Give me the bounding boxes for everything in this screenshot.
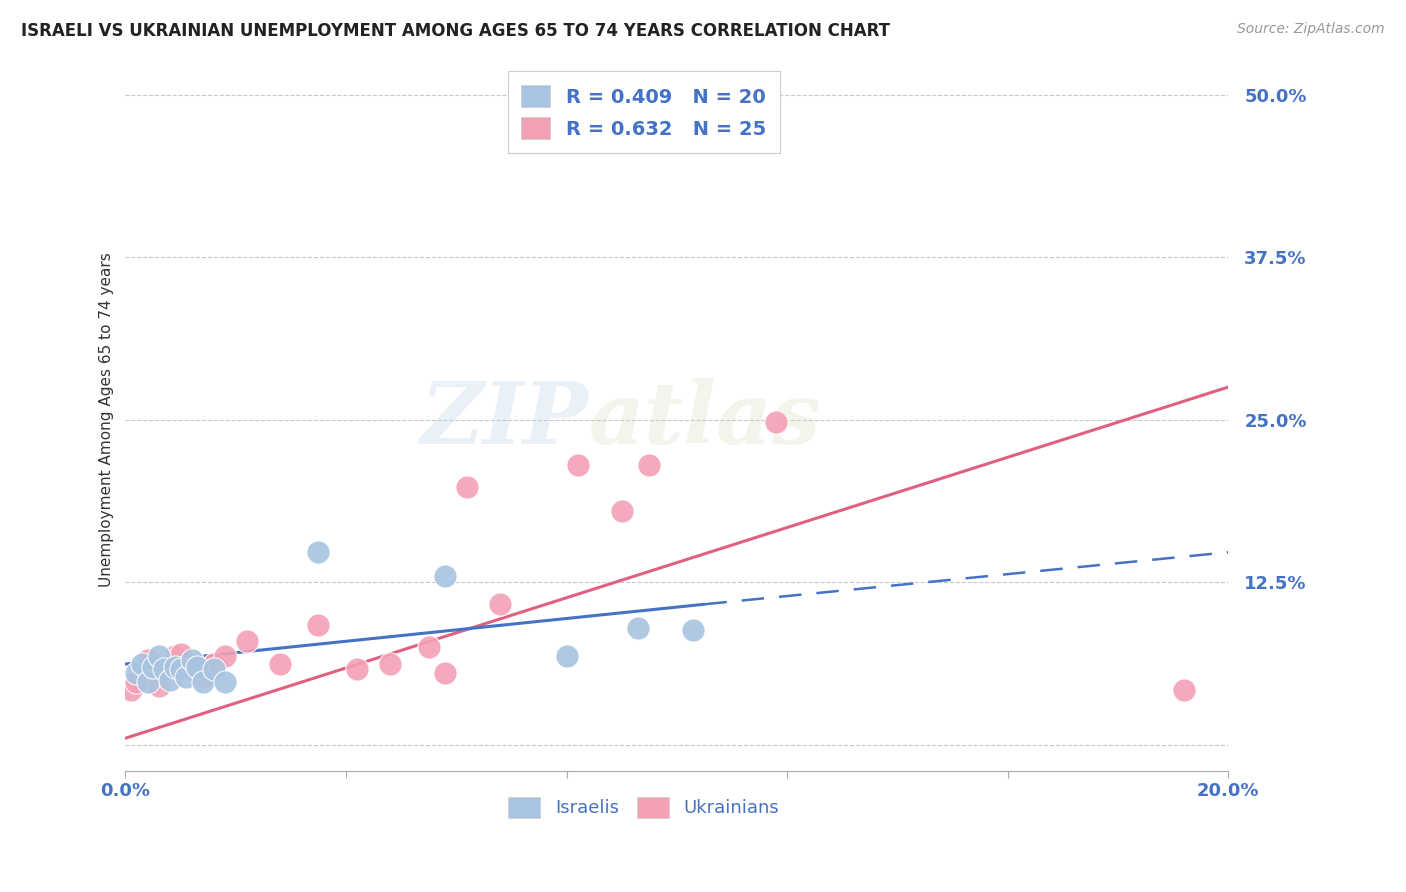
Point xyxy=(191,675,214,690)
Point xyxy=(567,458,589,472)
Point xyxy=(434,568,457,582)
Point xyxy=(165,649,187,664)
Point xyxy=(191,670,214,684)
Point xyxy=(765,415,787,429)
Point xyxy=(489,597,512,611)
Point xyxy=(236,633,259,648)
Point xyxy=(638,458,661,472)
Legend: Israelis, Ukrainians: Israelis, Ukrainians xyxy=(501,789,787,825)
Point xyxy=(169,647,191,661)
Point xyxy=(610,503,633,517)
Point xyxy=(165,659,187,673)
Point xyxy=(269,657,291,671)
Point xyxy=(214,675,236,690)
Point xyxy=(125,666,148,681)
Point xyxy=(142,659,165,673)
Y-axis label: Unemployment Among Ages 65 to 74 years: Unemployment Among Ages 65 to 74 years xyxy=(100,252,114,587)
Point xyxy=(169,662,191,676)
Point xyxy=(159,659,181,673)
Point xyxy=(202,657,225,671)
Point xyxy=(555,649,578,664)
Point xyxy=(153,662,176,676)
Text: ISRAELI VS UKRAINIAN UNEMPLOYMENT AMONG AGES 65 TO 74 YEARS CORRELATION CHART: ISRAELI VS UKRAINIAN UNEMPLOYMENT AMONG … xyxy=(21,22,890,40)
Point xyxy=(418,640,440,655)
Point xyxy=(180,653,202,667)
Point xyxy=(174,670,197,684)
Point xyxy=(307,545,329,559)
Point xyxy=(136,653,159,667)
Point xyxy=(214,649,236,664)
Point xyxy=(148,649,170,664)
Point xyxy=(1173,683,1195,698)
Text: ZIP: ZIP xyxy=(420,378,589,461)
Point xyxy=(120,683,142,698)
Point xyxy=(202,662,225,676)
Point xyxy=(125,675,148,690)
Point xyxy=(346,662,368,676)
Point xyxy=(180,662,202,676)
Point xyxy=(131,657,153,671)
Point xyxy=(307,618,329,632)
Text: Source: ZipAtlas.com: Source: ZipAtlas.com xyxy=(1237,22,1385,37)
Point xyxy=(378,657,401,671)
Point xyxy=(682,624,704,638)
Point xyxy=(434,666,457,681)
Point xyxy=(136,675,159,690)
Text: atlas: atlas xyxy=(589,378,821,461)
Point xyxy=(148,679,170,693)
Point xyxy=(159,673,181,687)
Point xyxy=(186,659,208,673)
Point xyxy=(456,480,478,494)
Point xyxy=(627,621,650,635)
